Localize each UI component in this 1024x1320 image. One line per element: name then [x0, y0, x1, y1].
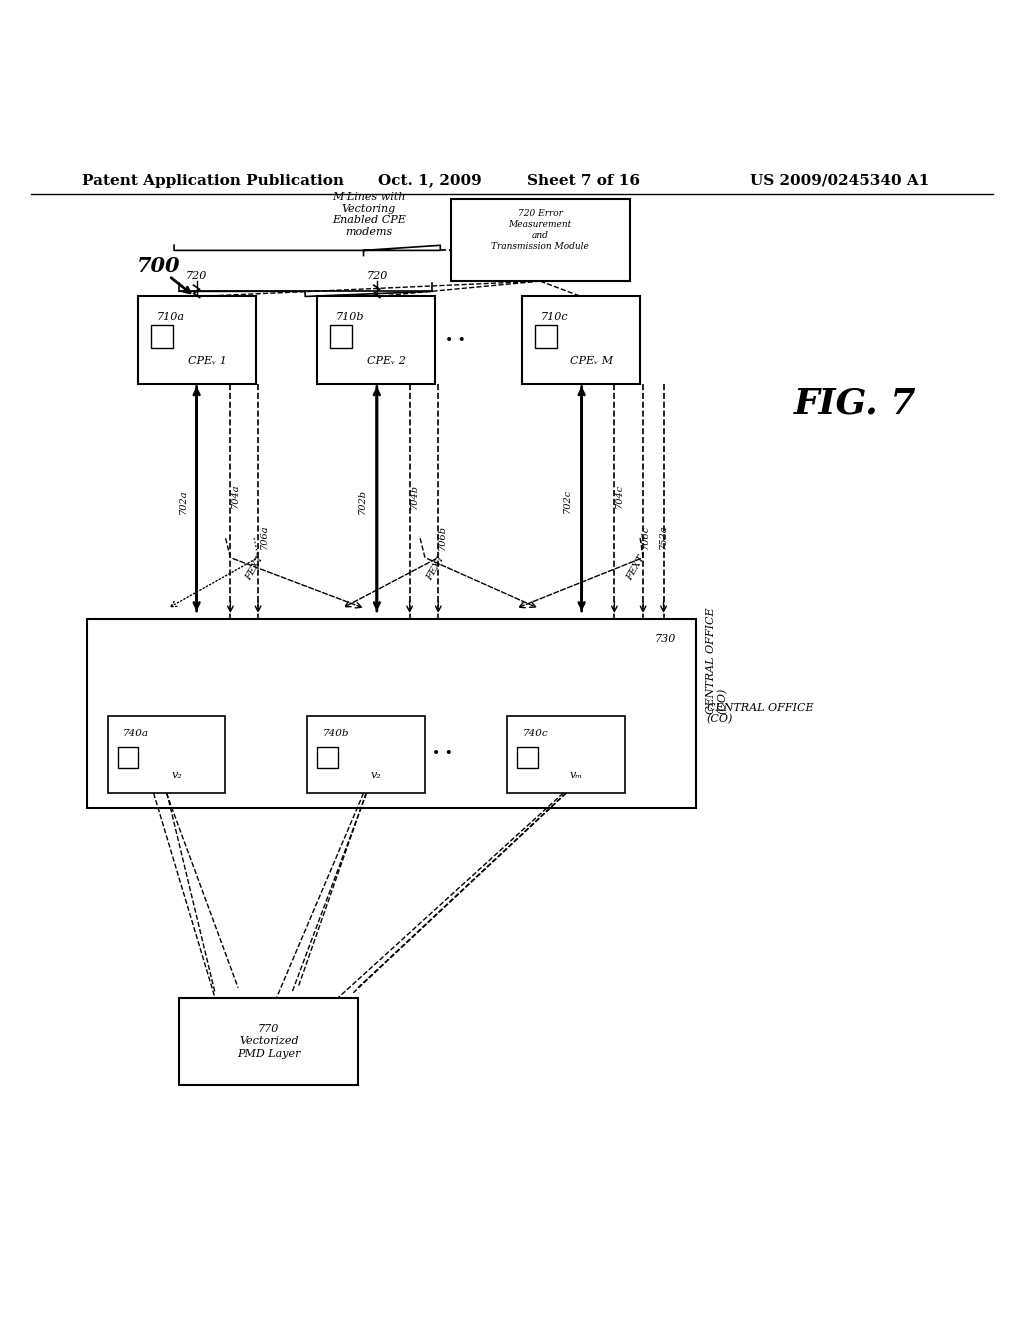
Text: 740a: 740a [123, 729, 148, 738]
Text: CENTRAL OFFICE
(CO): CENTRAL OFFICE (CO) [706, 607, 728, 714]
Text: CPEᵥ 1: CPEᵥ 1 [188, 356, 226, 366]
Text: v₂: v₂ [371, 770, 382, 780]
Bar [151, 325, 173, 347]
Bar [535, 325, 557, 347]
FancyBboxPatch shape [317, 297, 435, 384]
Text: Oct. 1, 2009: Oct. 1, 2009 [378, 174, 482, 187]
Text: CENTRAL OFFICE
(CO): CENTRAL OFFICE (CO) [707, 702, 813, 725]
Text: v₂: v₂ [171, 770, 182, 780]
Text: Patent Application Publication: Patent Application Publication [82, 174, 344, 187]
Text: FEXT: FEXT [425, 553, 446, 582]
FancyBboxPatch shape [451, 199, 630, 281]
Text: 720: 720 [367, 271, 387, 281]
Text: 700: 700 [137, 256, 180, 276]
Text: FIG. 7: FIG. 7 [794, 387, 916, 421]
Text: • •: • • [432, 747, 453, 762]
Text: FEXT: FEXT [244, 553, 265, 582]
Text: 702b: 702b [357, 488, 367, 513]
Text: • •: • • [445, 334, 466, 347]
Bar [330, 325, 352, 347]
Text: 704c: 704c [615, 484, 624, 508]
Text: 740c: 740c [522, 729, 548, 738]
Text: CPEᵥ 2: CPEᵥ 2 [368, 356, 406, 366]
Text: 720 Error
Measurement
and
Transmission Module: 720 Error Measurement and Transmission M… [492, 209, 589, 251]
Text: 770
Vectorized
PMD Layer: 770 Vectorized PMD Layer [237, 1024, 301, 1059]
Text: US 2009/0245340 A1: US 2009/0245340 A1 [750, 174, 930, 187]
Text: CPEᵥ M: CPEᵥ M [569, 356, 613, 366]
Text: 710a: 710a [157, 312, 184, 322]
Text: M Lines with
Vectoring
Enabled CPE
modems: M Lines with Vectoring Enabled CPE modem… [332, 193, 406, 238]
Bar [517, 747, 538, 767]
Text: 706c: 706c [641, 525, 649, 549]
Text: 702c: 702c [562, 490, 571, 513]
FancyBboxPatch shape [87, 619, 696, 808]
FancyBboxPatch shape [179, 998, 358, 1085]
Text: 704a: 704a [231, 484, 240, 508]
Bar [317, 747, 338, 767]
Text: 706a: 706a [260, 525, 268, 549]
Text: vₘ: vₘ [569, 770, 583, 780]
Text: 720: 720 [186, 271, 207, 281]
Text: 710b: 710b [336, 312, 365, 322]
Text: 704b: 704b [411, 483, 419, 508]
FancyBboxPatch shape [307, 717, 425, 793]
FancyBboxPatch shape [138, 297, 256, 384]
Text: FEXT: FEXT [625, 553, 646, 582]
Text: 706b: 706b [438, 524, 446, 549]
Text: 702a: 702a [178, 488, 187, 513]
Text: Sheet 7 of 16: Sheet 7 of 16 [527, 174, 640, 187]
Text: 730: 730 [654, 635, 676, 644]
Bar [118, 747, 138, 767]
Text: 752a: 752a [659, 525, 668, 549]
FancyBboxPatch shape [522, 297, 640, 384]
Text: 740b: 740b [323, 729, 349, 738]
Text: 710c: 710c [541, 312, 568, 322]
FancyBboxPatch shape [108, 717, 225, 793]
FancyBboxPatch shape [507, 717, 625, 793]
